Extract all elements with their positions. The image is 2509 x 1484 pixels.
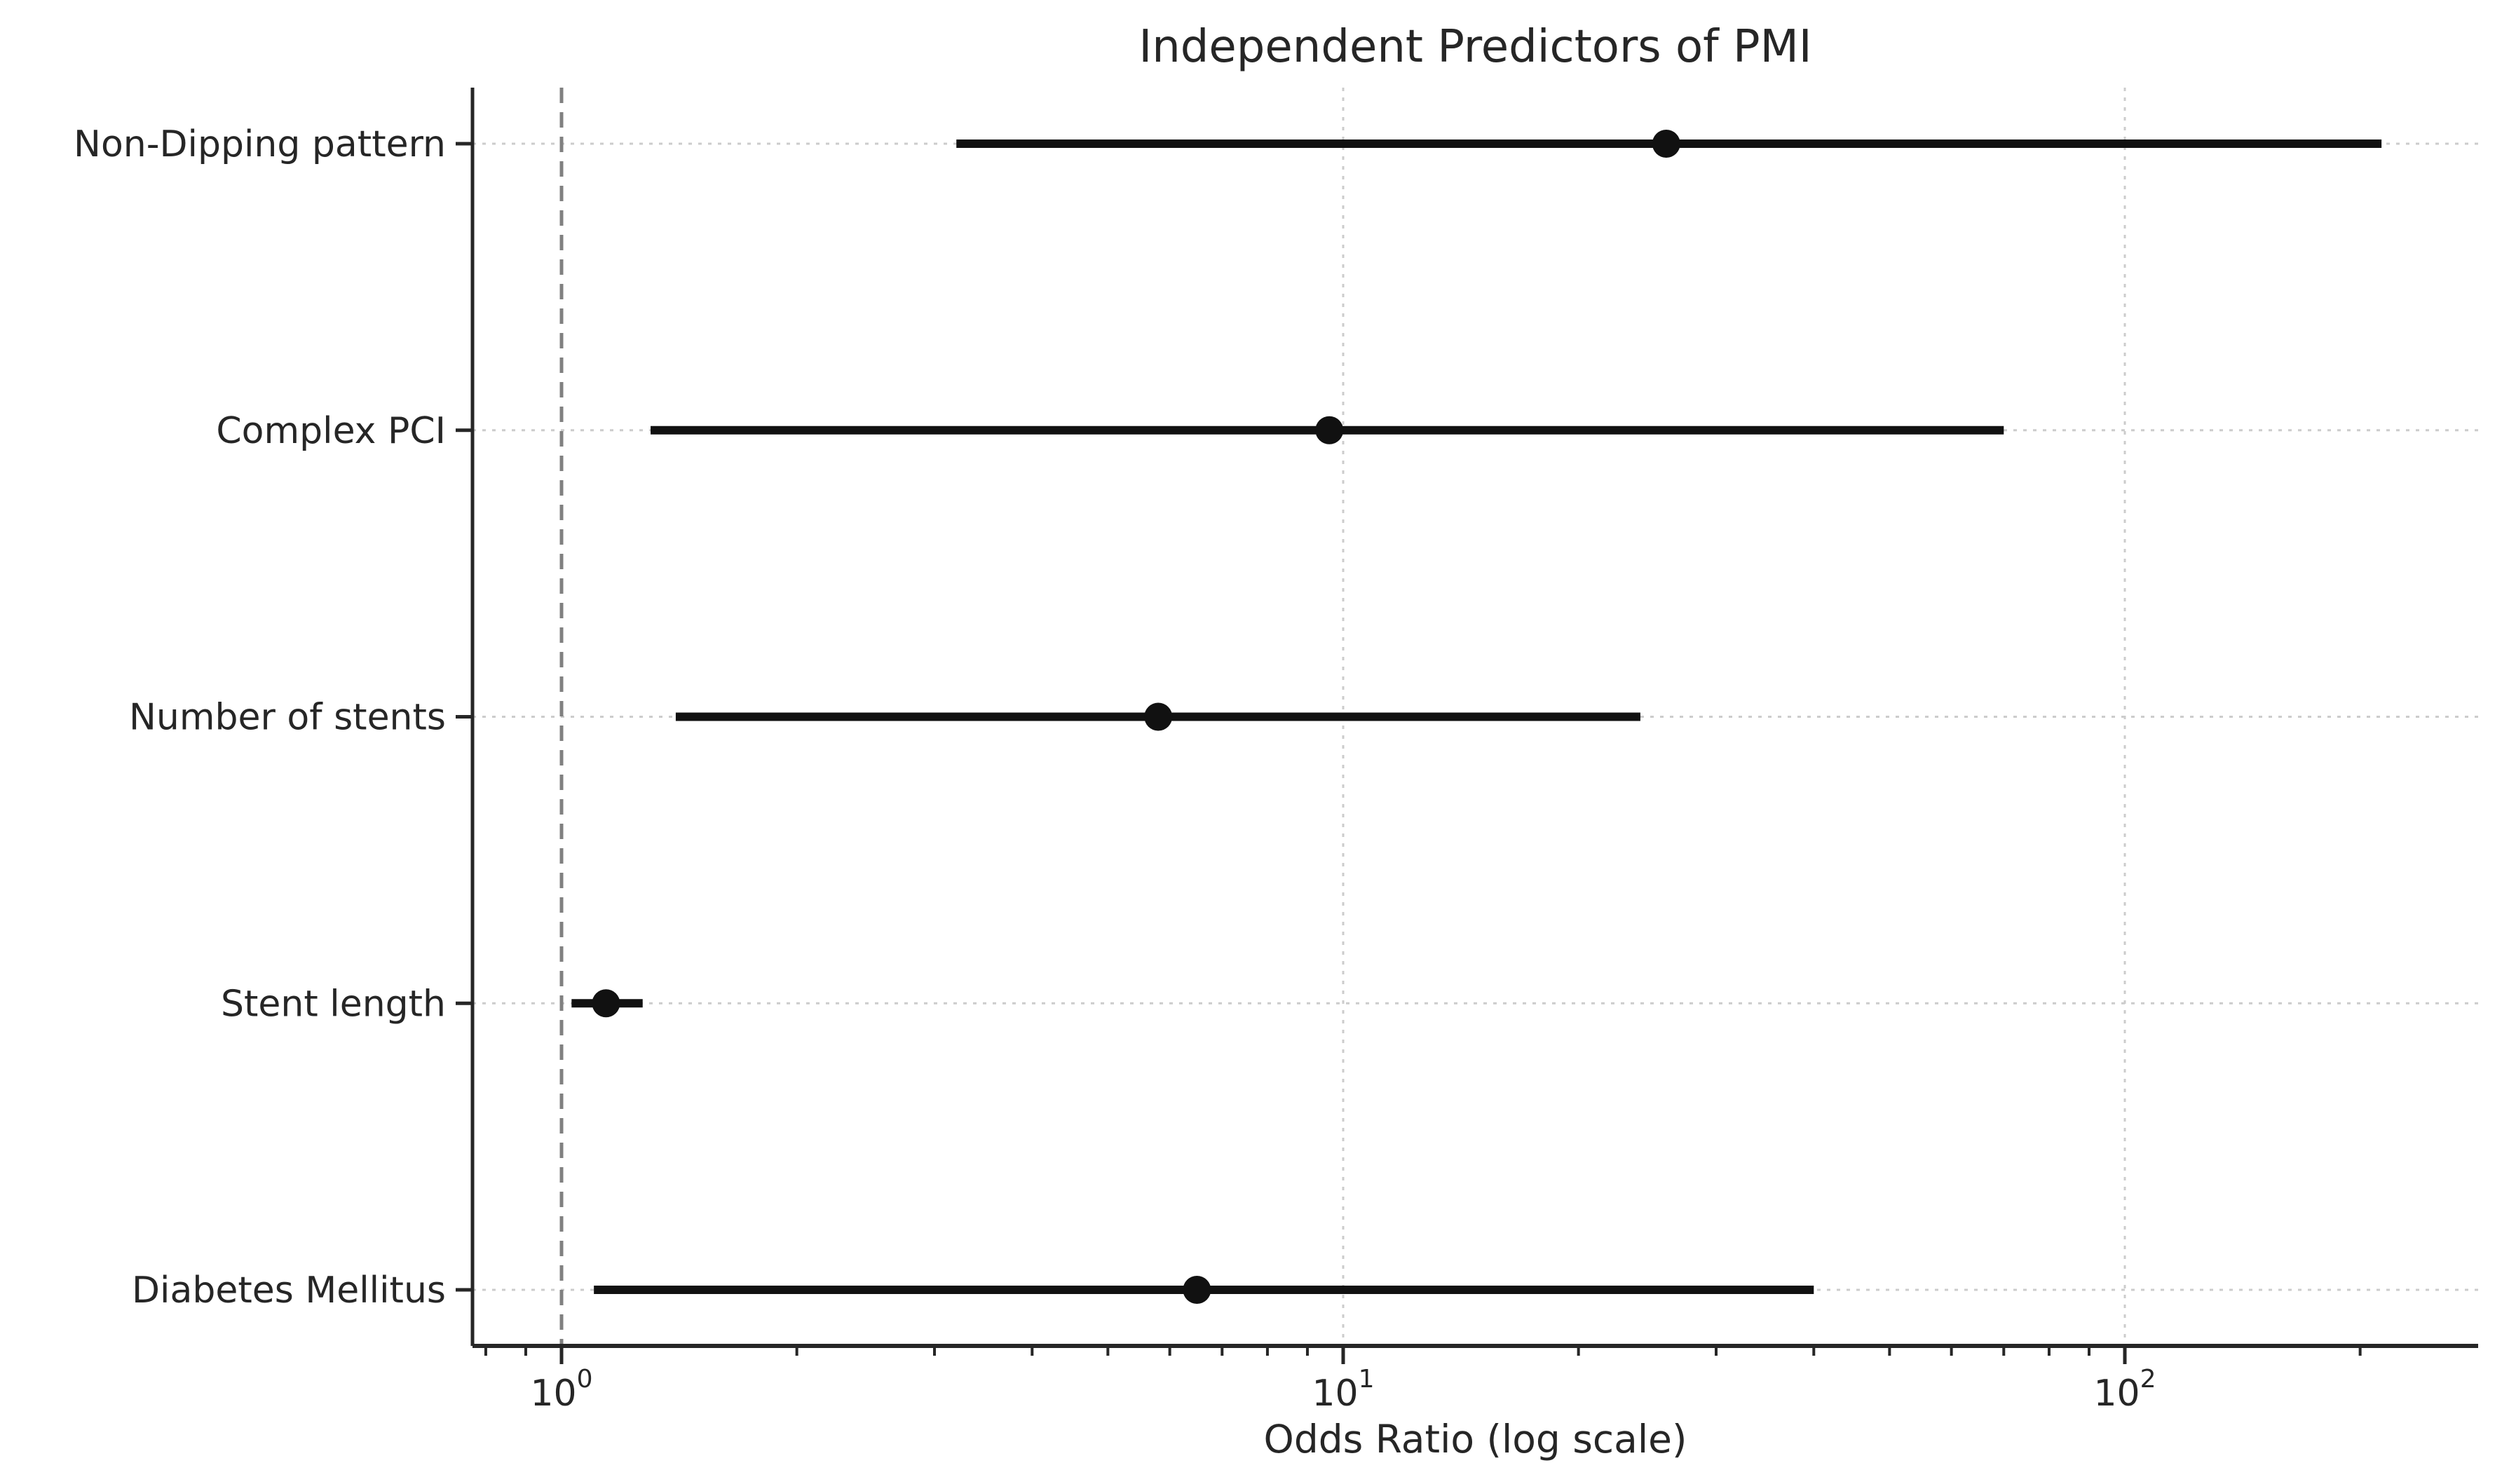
x-tick-label: 101 xyxy=(1312,1365,1374,1415)
chart-title: Independent Predictors of PMI xyxy=(1138,21,1811,73)
or-marker xyxy=(1183,1276,1211,1304)
or-marker xyxy=(1144,702,1173,731)
or-marker xyxy=(1315,416,1344,444)
y-category-label: Complex PCI xyxy=(216,410,446,452)
or-marker xyxy=(592,989,620,1018)
axes: 100 101 102 Non-Dipping pattern Complex PCI N… xyxy=(74,88,2478,1415)
y-category-label: Number of stents xyxy=(129,697,446,739)
x-tick-label: 102 xyxy=(2093,1365,2156,1415)
y-category-label: Diabetes Mellitus xyxy=(132,1269,446,1312)
x-tick-label: 100 xyxy=(530,1365,592,1415)
y-category-label: Non-Dipping pattern xyxy=(74,123,446,165)
or-marker xyxy=(1652,130,1680,158)
y-category-label: Stent length xyxy=(221,983,446,1025)
data-layer xyxy=(571,130,2382,1304)
x-axis-label: Odds Ratio (log scale) xyxy=(1264,1417,1687,1462)
